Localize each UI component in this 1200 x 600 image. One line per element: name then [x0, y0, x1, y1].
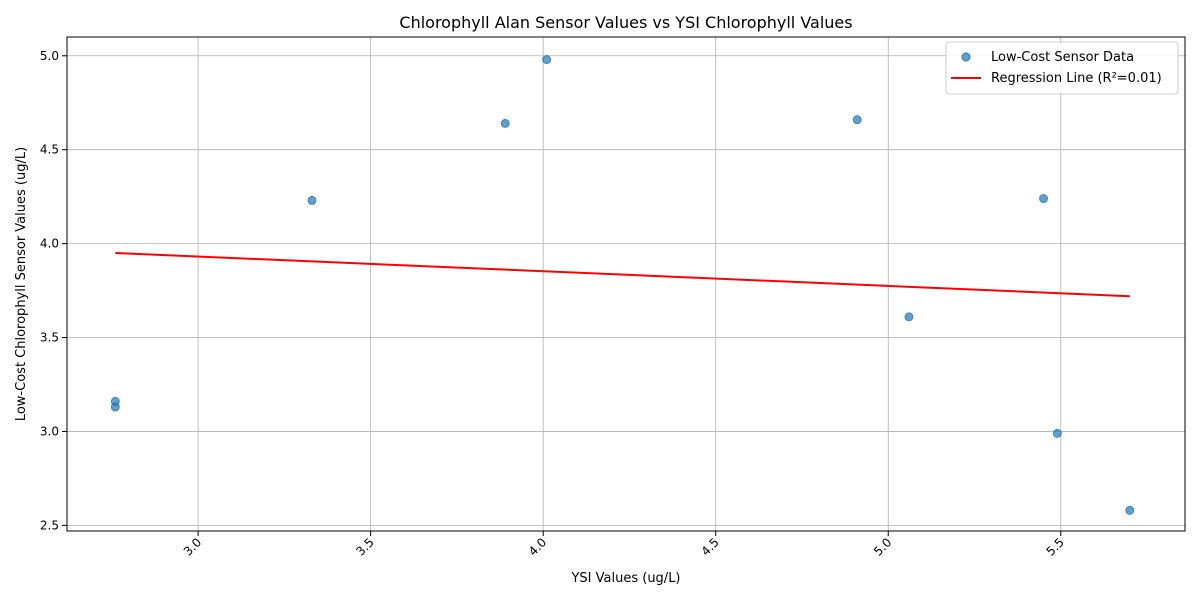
y-tick-label: 3.5 [40, 331, 59, 345]
x-tick-label: 4.5 [698, 535, 721, 558]
x-axis-label: YSI Values (ug/L) [570, 571, 680, 586]
regression-line [115, 252, 1130, 298]
x-tick-label: 5.5 [1043, 535, 1066, 558]
scatter-point [542, 55, 552, 65]
x-tick-label: 5.0 [871, 535, 894, 558]
scatter-point [852, 115, 862, 125]
legend-box [945, 41, 1179, 95]
scatter-point [307, 195, 317, 205]
scatter-point [1039, 194, 1049, 204]
legend-entry-label: Low-Cost Sensor Data [991, 50, 1134, 65]
scatter-point [1125, 505, 1135, 515]
y-tick-label: 5.0 [40, 49, 59, 63]
y-tick-label: 3.0 [40, 424, 59, 438]
plot-area-frame [66, 36, 1186, 532]
x-tick-label: 3.5 [353, 535, 376, 558]
legend-entry-label: Regression Line (R²=0.01) [991, 71, 1162, 86]
scatter-point [1052, 428, 1062, 438]
legend: Low-Cost Sensor Data Regression Line (R²=… [945, 41, 1179, 95]
scatter-point [500, 118, 510, 128]
grid [67, 37, 1185, 531]
y-tick-label: 4.0 [40, 237, 59, 251]
y-tick-label: 4.5 [40, 143, 59, 157]
legend-marker-scatter [961, 52, 971, 62]
chart-title: Chlorophyll Alan Sensor Values vs YSI Ch… [399, 13, 852, 32]
y-tick-label: 2.5 [40, 518, 59, 532]
axis-ticks: 3.0 3.5 4.0 4.5 5.0 5.5 2.5 3.0 3.5 4.0 4.5 5.0 [40, 49, 1067, 559]
scatter-point [110, 402, 120, 412]
x-tick-label: 3.0 [181, 535, 204, 558]
scatter-point [904, 312, 914, 322]
plot-series [110, 55, 1135, 515]
y-axis-label: Low-Cost Chlorophyll Sensor Values (ug/L… [14, 147, 29, 421]
x-tick-label: 4.0 [526, 535, 549, 558]
